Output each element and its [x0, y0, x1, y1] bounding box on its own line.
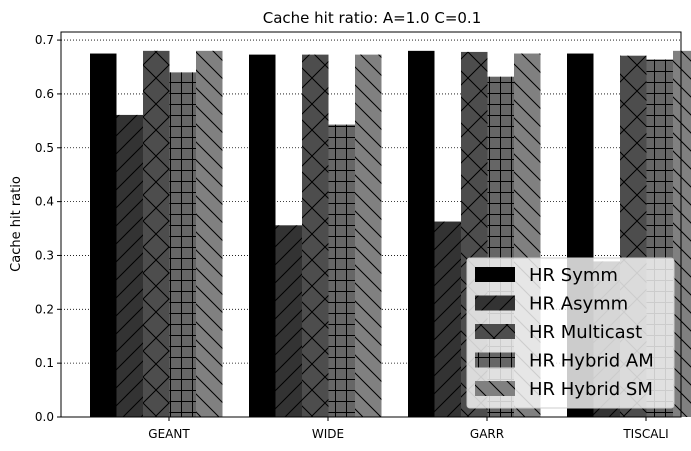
y-tick-label: 0.6: [35, 87, 54, 101]
legend-swatch-hr-asymm-hatch: [475, 295, 515, 311]
y-tick-label: 0.0: [35, 410, 54, 424]
bar-hr-multicast-wide-hatch: [302, 54, 329, 417]
legend-swatch-hr-hybrid-sm-hatch: [475, 381, 515, 396]
bar-hr-hybrid-am-geant-hatch: [169, 72, 196, 417]
y-axis-label: Cache hit ratio: [9, 176, 24, 272]
bar-hr-hybrid-am-wide-hatch: [328, 124, 355, 417]
x-tick-label-geant: GEANT: [148, 427, 190, 441]
bar-hr-hybrid-sm-geant-hatch: [196, 50, 223, 417]
legend-label-hr-hybrid-sm: HR Hybrid SM: [529, 379, 653, 400]
chart-title: Cache hit ratio: A=1.0 C=0.1: [263, 9, 482, 27]
legend: HR Symm HR Asymm HR Multicast HR Hybrid AM H…: [466, 257, 675, 409]
bar-hr-asymm-wide-hatch: [275, 225, 302, 417]
y-tick-label: 0.1: [35, 356, 54, 370]
legend-swatch-hr-hybrid-am-hatch: [475, 352, 515, 368]
y-tick-label: 0.5: [35, 141, 54, 155]
x-tick-label-garr: GARR: [470, 427, 504, 441]
legend-label-hr-hybrid-am: HR Hybrid AM: [529, 351, 654, 372]
legend-label-hr-symm: HR Symm: [529, 265, 618, 286]
bar-hr-symm-garr: [408, 50, 435, 417]
legend-label-hr-multicast: HR Multicast: [529, 322, 642, 343]
bar-hr-hybrid-sm-tiscali-hatch: [673, 50, 691, 417]
bar-hr-multicast-geant-hatch: [143, 50, 170, 417]
y-axis: 0.0 0.1 0.2 0.3 0.4 0.5 0.6 0.7: [35, 33, 61, 424]
bar-hr-asymm-geant-hatch: [116, 114, 143, 417]
legend-swatch-hr-symm: [475, 267, 515, 282]
bar-hr-symm-wide: [249, 54, 276, 417]
y-tick-label: 0.3: [35, 248, 54, 262]
y-tick-label: 0.4: [35, 195, 54, 209]
legend-box: [466, 257, 675, 409]
y-tick-label: 0.7: [35, 33, 54, 47]
bar-hr-asymm-garr-hatch: [434, 221, 461, 417]
x-tick-label-wide: WIDE: [312, 427, 344, 441]
legend-swatch-hr-multicast-hatch: [475, 324, 515, 339]
x-tick-label-tiscali: TISCALI: [622, 427, 668, 441]
plot-frame: [60, 31, 682, 418]
bar-hr-symm-geant: [90, 53, 117, 418]
bar-hr-hybrid-sm-wide-hatch: [355, 54, 382, 417]
x-axis: GEANT WIDE GARR TISCALI: [148, 417, 669, 441]
y-tick-label: 0.2: [35, 302, 54, 316]
legend-label-hr-asymm: HR Asymm: [529, 294, 628, 315]
